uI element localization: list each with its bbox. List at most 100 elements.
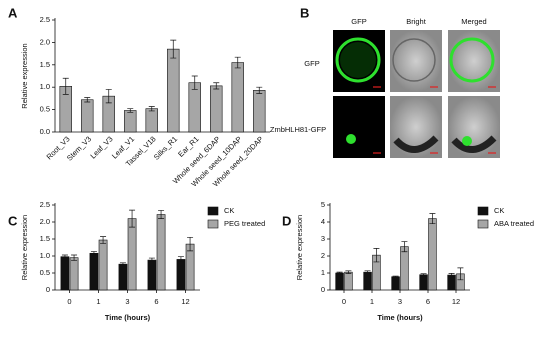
x-tick-label: 0: [342, 297, 346, 306]
y-tick-label: 0: [46, 285, 50, 294]
error-bar: [90, 251, 97, 256]
error-bar: [129, 209, 136, 228]
bar: [89, 252, 99, 291]
x-axis-label: Time (hours): [377, 313, 423, 322]
error-bar: [392, 275, 399, 278]
bar: [81, 99, 94, 133]
error-bar: [345, 270, 352, 274]
gfp-signal: [346, 134, 356, 144]
y-axis-label: Relative expression: [20, 215, 29, 280]
x-tick-label: 12: [452, 297, 460, 306]
y-tick-label: 1.0: [40, 82, 50, 91]
bar: [344, 271, 353, 291]
y-tick-label: 2.5: [40, 200, 50, 209]
legend-swatch: [477, 206, 489, 216]
legend-label: ABA treated: [494, 219, 534, 228]
bar: [419, 274, 428, 291]
legend-swatch: [207, 206, 219, 216]
panel-label: D: [282, 213, 291, 228]
error-bar: [256, 86, 263, 94]
y-tick-label: 2.0: [40, 217, 50, 226]
column-label: Bright: [406, 17, 427, 26]
error-bar: [119, 262, 126, 266]
gfp-signal: [340, 42, 376, 78]
error-bar: [191, 75, 198, 90]
error-bar: [148, 257, 155, 263]
y-axis-label: Relative expression: [295, 215, 304, 280]
y-tick-label: 1.5: [40, 60, 50, 69]
bar: [447, 274, 456, 291]
x-tick-label: 1: [96, 297, 100, 306]
x-tick-label: 6: [154, 297, 158, 306]
error-bar: [100, 236, 107, 244]
bar: [391, 276, 400, 291]
bar: [124, 110, 137, 133]
row-label: GFP: [304, 59, 319, 68]
y-tick-label: 2: [321, 251, 325, 260]
cell-outline: [392, 38, 436, 82]
gfp-signal: [462, 136, 472, 146]
bar: [428, 218, 437, 291]
gfp-signal: [449, 37, 495, 83]
bar: [69, 257, 79, 291]
x-tick-label: 0: [67, 297, 71, 306]
y-tick-label: 0.0: [40, 127, 50, 136]
x-tick-label: 12: [181, 297, 189, 306]
x-tick-label: Silks_R1: [152, 134, 179, 161]
y-tick-label: 2.0: [40, 37, 50, 46]
bar: [176, 259, 186, 291]
bar: [127, 218, 137, 291]
error-bar: [336, 271, 343, 275]
legend-label: PEG treated: [224, 219, 265, 228]
bar: [363, 271, 372, 291]
bar: [98, 239, 108, 291]
error-bar: [127, 108, 134, 113]
error-bar: [364, 270, 371, 274]
bar: [118, 263, 128, 291]
legend-swatch: [207, 219, 219, 229]
x-tick-label: 3: [125, 297, 129, 306]
error-bar: [234, 56, 241, 69]
bar: [400, 246, 409, 291]
bar: [147, 259, 157, 291]
legend-label: CK: [494, 206, 504, 215]
bar: [210, 85, 223, 133]
column-label: Merged: [461, 17, 486, 26]
y-tick-label: 0: [321, 285, 325, 294]
x-tick-label: 6: [426, 297, 430, 306]
error-bar: [61, 254, 68, 259]
error-bar: [187, 236, 194, 252]
error-bar: [177, 256, 184, 263]
y-tick-label: 1.5: [40, 234, 50, 243]
error-bar: [457, 267, 464, 281]
y-tick-label: 1: [321, 268, 325, 277]
image: [333, 96, 385, 158]
error-bar: [373, 248, 380, 263]
micrograph-grid: [333, 30, 500, 158]
image: [390, 30, 442, 92]
panel-label: B: [300, 5, 309, 20]
bar: [145, 108, 158, 133]
gfp-signal: [335, 37, 381, 83]
y-tick-label: 0.5: [40, 268, 50, 277]
cell-outline: [451, 135, 497, 153]
y-tick-label: 4: [321, 217, 325, 226]
error-bar: [71, 254, 78, 261]
y-tick-label: 0.5: [40, 105, 50, 114]
bar: [60, 256, 70, 291]
row-label: ZmbHLH81-GFP: [270, 125, 326, 134]
error-bar: [401, 241, 408, 253]
error-bar: [84, 97, 91, 103]
error-bar: [429, 213, 436, 225]
bar: [253, 90, 266, 133]
x-tick-label: 3: [398, 297, 402, 306]
bar: [156, 214, 166, 291]
error-bar: [148, 106, 155, 112]
bar: [167, 48, 180, 133]
error-bar: [170, 39, 177, 59]
error-bar: [105, 89, 112, 104]
y-axis-label: Relative expression: [20, 43, 29, 108]
error-bar: [420, 273, 427, 277]
error-bar: [448, 272, 455, 278]
